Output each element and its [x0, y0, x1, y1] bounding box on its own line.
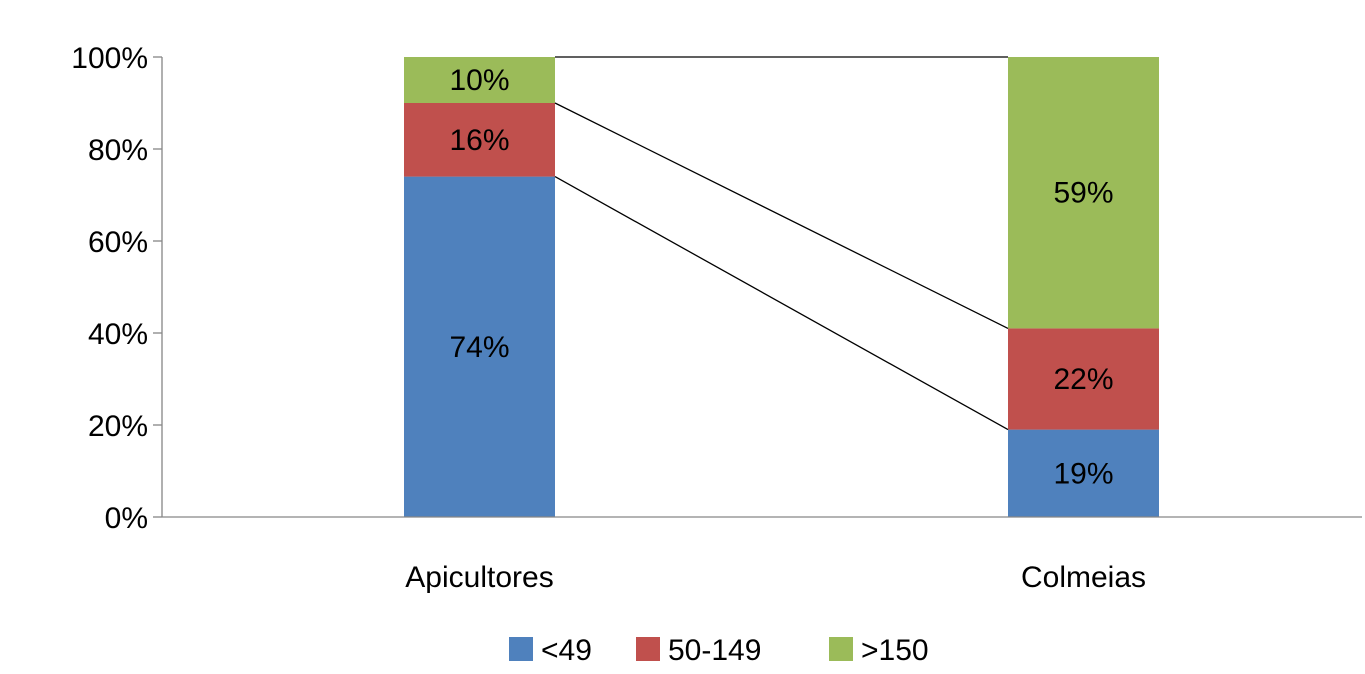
category-labels: Apicultores Colmeias	[405, 561, 1146, 594]
bar-segment-apicultores-1	[404, 103, 555, 177]
y-tick-label: 20%	[88, 410, 148, 443]
axes-layer	[153, 56, 1362, 518]
data-label: 74%	[449, 331, 509, 364]
legend-label-2: >150	[861, 634, 929, 667]
x-category-label: Colmeias	[1021, 561, 1146, 594]
legend-label-0: <49	[541, 634, 592, 667]
bar-segment-colmeias-1	[1008, 328, 1159, 430]
x-category-label: Apicultores	[405, 561, 553, 594]
bar-segment-colmeias-0	[1008, 429, 1159, 517]
data-label: 22%	[1053, 363, 1113, 396]
legend-swatch-0	[509, 637, 533, 661]
legend-swatch-2	[829, 637, 853, 661]
y-tick-label: 0%	[105, 502, 148, 535]
data-label: 19%	[1053, 457, 1113, 490]
bars-layer	[404, 57, 1159, 517]
data-label: 10%	[449, 64, 509, 97]
y-tick-label: 60%	[88, 226, 148, 259]
legend-label-1: 50-149	[668, 634, 761, 667]
y-tick-labels: 0% 20% 40% 60% 80% 100%	[71, 42, 148, 535]
series-lines-layer	[554, 56, 1009, 431]
bar-segment-colmeias-2	[1008, 57, 1159, 329]
y-tick-label: 40%	[88, 318, 148, 351]
y-tick-label: 80%	[88, 134, 148, 167]
data-label: 59%	[1053, 177, 1113, 210]
bar-segment-apicultores-2	[404, 57, 555, 103]
y-tick-label: 100%	[71, 42, 148, 75]
series-line	[554, 102, 1009, 329]
legend-swatch-1	[636, 637, 660, 661]
data-labels: 74% 16% 10% 19% 22% 59%	[449, 64, 1113, 490]
series-line	[554, 176, 1009, 431]
legend: <49 50-149 >150	[509, 634, 929, 667]
bar-segment-apicultores-0	[404, 176, 555, 517]
data-label: 16%	[449, 124, 509, 157]
